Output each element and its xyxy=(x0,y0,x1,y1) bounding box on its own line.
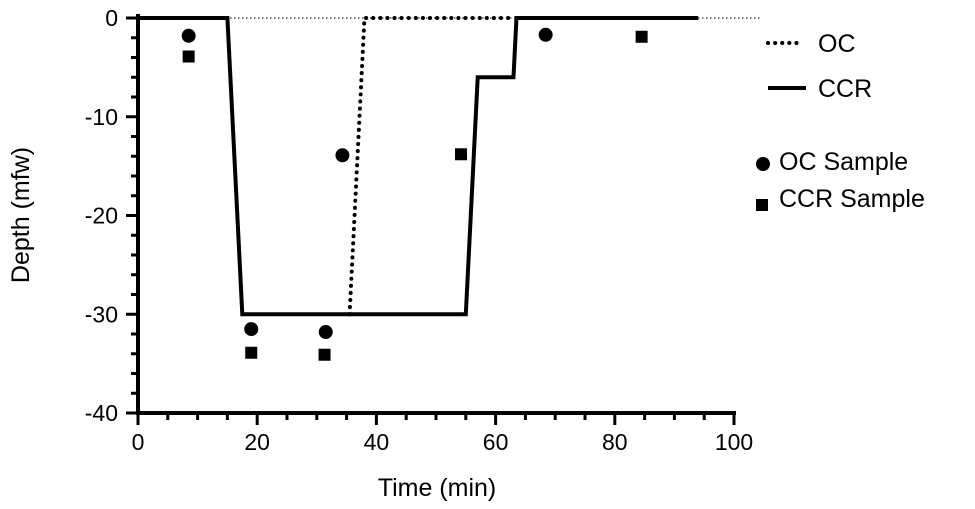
ccr-sample-point xyxy=(245,346,258,359)
oc-sample-point xyxy=(181,28,196,43)
x-tick-label: 60 xyxy=(483,429,509,455)
tick-labels: 0 20 40 60 80 100 0 -10 -20 -30 -40 xyxy=(85,5,753,455)
x-tick-label: 100 xyxy=(715,429,753,455)
oc-sample-point xyxy=(244,322,259,337)
x-axis-title: Time (min) xyxy=(378,474,497,502)
y-tick-label: -10 xyxy=(85,104,118,130)
axes xyxy=(126,14,736,425)
x-tick-label: 80 xyxy=(602,429,628,455)
y-tick-label: -30 xyxy=(85,301,118,327)
legend-ccr-sample-label: CCR Sample xyxy=(779,185,925,213)
y-tick-label: 0 xyxy=(105,5,118,31)
ccr-sample-point xyxy=(182,50,195,63)
oc-sample-point xyxy=(318,325,333,340)
legend-oc-sample-marker xyxy=(756,157,770,171)
ccr-sample-point xyxy=(455,148,468,161)
ccr-sample-point xyxy=(635,30,648,43)
series-oc-line xyxy=(347,16,516,317)
legend-oc-label: OC xyxy=(818,30,856,58)
x-tick-label: 40 xyxy=(364,429,390,455)
series-ccr-line xyxy=(138,16,699,317)
legend-ccr-label: CCR xyxy=(818,75,872,103)
legend: OC CCR OC Sample CCR Sample xyxy=(756,30,925,213)
y-tick-label: -20 xyxy=(85,203,118,229)
legend-oc-sample-label: OC Sample xyxy=(779,148,908,176)
oc-sample-point xyxy=(335,148,350,163)
series-layer xyxy=(138,16,699,361)
x-tick-label: 20 xyxy=(244,429,270,455)
y-axis-title: Depth (mfw) xyxy=(7,147,35,283)
y-tick-label: -40 xyxy=(85,400,118,426)
x-tick-label: 0 xyxy=(132,429,145,455)
legend-ccr-sample-marker xyxy=(756,199,768,211)
ccr-sample-point xyxy=(318,348,331,361)
oc-sample-point xyxy=(538,27,553,42)
